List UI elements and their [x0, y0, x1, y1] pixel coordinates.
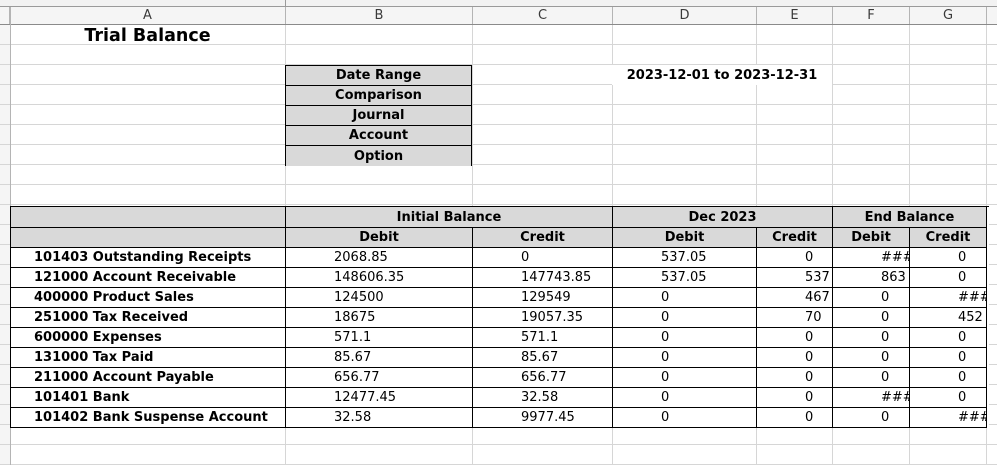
table-cell[interactable]: ###: [833, 248, 910, 268]
table-cell[interactable]: 452: [910, 308, 987, 328]
table-cell[interactable]: 9977.45: [473, 408, 613, 428]
table-cell[interactable]: 0: [757, 388, 833, 408]
table-cell[interactable]: 0: [757, 348, 833, 368]
table-cell[interactable]: 537.05: [613, 248, 757, 268]
table-cell[interactable]: 0: [613, 408, 757, 428]
account-cell[interactable]: 251000 Tax Received: [11, 308, 286, 328]
table-cell[interactable]: 85.67: [286, 348, 473, 368]
account-cell[interactable]: 101402 Bank Suspense Account: [11, 408, 286, 428]
table-cell[interactable]: 656.77: [286, 368, 473, 388]
table-cell[interactable]: 129549: [473, 288, 613, 308]
table-cell[interactable]: 147743.85: [473, 268, 613, 288]
date-range-value[interactable]: 2023-12-01 to 2023-12-31: [612, 65, 832, 85]
table-cell[interactable]: 0: [613, 288, 757, 308]
table-cell[interactable]: ###: [910, 408, 987, 428]
column-header-c[interactable]: C: [472, 7, 612, 24]
table-cell[interactable]: 0: [613, 328, 757, 348]
table-cell[interactable]: 656.77: [473, 368, 613, 388]
table-cell[interactable]: 0: [910, 328, 987, 348]
table-cell[interactable]: 0: [473, 248, 613, 268]
table-cell[interactable]: 70: [757, 308, 833, 328]
filter-journal[interactable]: Journal: [286, 106, 471, 126]
filter-account[interactable]: Account: [286, 126, 471, 146]
table-cell[interactable]: 32.58: [286, 408, 473, 428]
table-cell[interactable]: 0: [833, 288, 910, 308]
column-header-d[interactable]: D: [612, 7, 756, 24]
column-header-e[interactable]: E: [756, 7, 832, 24]
account-cell[interactable]: 101403 Outstanding Receipts: [11, 248, 286, 268]
table-cell[interactable]: 863: [833, 268, 910, 288]
table-cell[interactable]: ###: [833, 388, 910, 408]
table-cell[interactable]: 0: [757, 248, 833, 268]
table-cell[interactable]: 0: [757, 368, 833, 388]
subheader-initial-debit[interactable]: Debit: [286, 228, 473, 248]
trial-balance-table: Initial Balance Dec 2023 End Balance Deb…: [10, 206, 989, 428]
subheader-end-debit[interactable]: Debit: [833, 228, 910, 248]
table-cell[interactable]: ###: [910, 288, 987, 308]
header-account-blank[interactable]: [11, 207, 286, 228]
table-cell[interactable]: 19057.35: [473, 308, 613, 328]
table-cell[interactable]: 0: [833, 328, 910, 348]
subheader-period-debit[interactable]: Debit: [613, 228, 757, 248]
table-cell[interactable]: 0: [910, 348, 987, 368]
table-cell[interactable]: 2068.85: [286, 248, 473, 268]
table-cell[interactable]: 85.67: [473, 348, 613, 368]
filter-date-range[interactable]: Date Range: [286, 66, 471, 86]
table-cell[interactable]: 537: [757, 268, 833, 288]
filter-comparison[interactable]: Comparison: [286, 86, 471, 106]
table-cell[interactable]: 0: [613, 388, 757, 408]
name-box-divider: [285, 0, 286, 7]
table-cell[interactable]: 0: [757, 328, 833, 348]
column-header-a[interactable]: A: [143, 8, 152, 23]
subheader-period-credit[interactable]: Credit: [757, 228, 833, 248]
filter-labels-block: Date Range Comparison Journal Account Op…: [285, 65, 472, 166]
table-cell[interactable]: 0: [910, 248, 987, 268]
account-cell[interactable]: 211000 Account Payable: [11, 368, 286, 388]
table-cell[interactable]: 537.05: [613, 268, 757, 288]
table-cell[interactable]: 0: [833, 308, 910, 328]
table-cell[interactable]: 0: [613, 348, 757, 368]
header-group-end-balance[interactable]: End Balance: [833, 207, 987, 228]
table-cell[interactable]: 571.1: [473, 328, 613, 348]
subheader-end-credit[interactable]: Credit: [910, 228, 987, 248]
table-cell[interactable]: 0: [757, 408, 833, 428]
header-group-initial-balance[interactable]: Initial Balance: [286, 207, 613, 228]
table-cell[interactable]: 0: [613, 368, 757, 388]
table-cell[interactable]: 0: [833, 348, 910, 368]
filter-option[interactable]: Option: [286, 146, 471, 166]
table-cell[interactable]: 148606.35: [286, 268, 473, 288]
table-cell[interactable]: 571.1: [286, 328, 473, 348]
table-cell[interactable]: 18675: [286, 308, 473, 328]
table-cell[interactable]: 0: [833, 408, 910, 428]
table-cell[interactable]: 0: [833, 368, 910, 388]
table-cell[interactable]: 0: [910, 368, 987, 388]
toolbar-bottom-edge: [0, 0, 997, 7]
header-group-period[interactable]: Dec 2023: [613, 207, 833, 228]
account-cell[interactable]: 400000 Product Sales: [11, 288, 286, 308]
account-cell[interactable]: 600000 Expenses: [11, 328, 286, 348]
subheader-blank[interactable]: [11, 228, 286, 248]
table-cell[interactable]: 12477.45: [286, 388, 473, 408]
account-cell[interactable]: 131000 Tax Paid: [11, 348, 286, 368]
column-headers: A B C D E F G: [0, 7, 997, 25]
column-header-b[interactable]: B: [285, 7, 472, 24]
table-cell[interactable]: 0: [910, 268, 987, 288]
account-cell[interactable]: 121000 Account Receivable: [11, 268, 286, 288]
column-header-f[interactable]: F: [832, 7, 909, 24]
table-cell[interactable]: 467: [757, 288, 833, 308]
account-cell[interactable]: 101401 Bank: [11, 388, 286, 408]
report-title[interactable]: Trial Balance: [84, 26, 211, 46]
column-header-g[interactable]: G: [909, 7, 986, 24]
table-cell[interactable]: 124500: [286, 288, 473, 308]
corner-box[interactable]: [0, 7, 10, 24]
table-cell[interactable]: 32.58: [473, 388, 613, 408]
table-cell[interactable]: 0: [910, 388, 987, 408]
column-header-h-sliver: [986, 7, 997, 24]
table-cell[interactable]: 0: [613, 308, 757, 328]
subheader-initial-credit[interactable]: Credit: [473, 228, 613, 248]
